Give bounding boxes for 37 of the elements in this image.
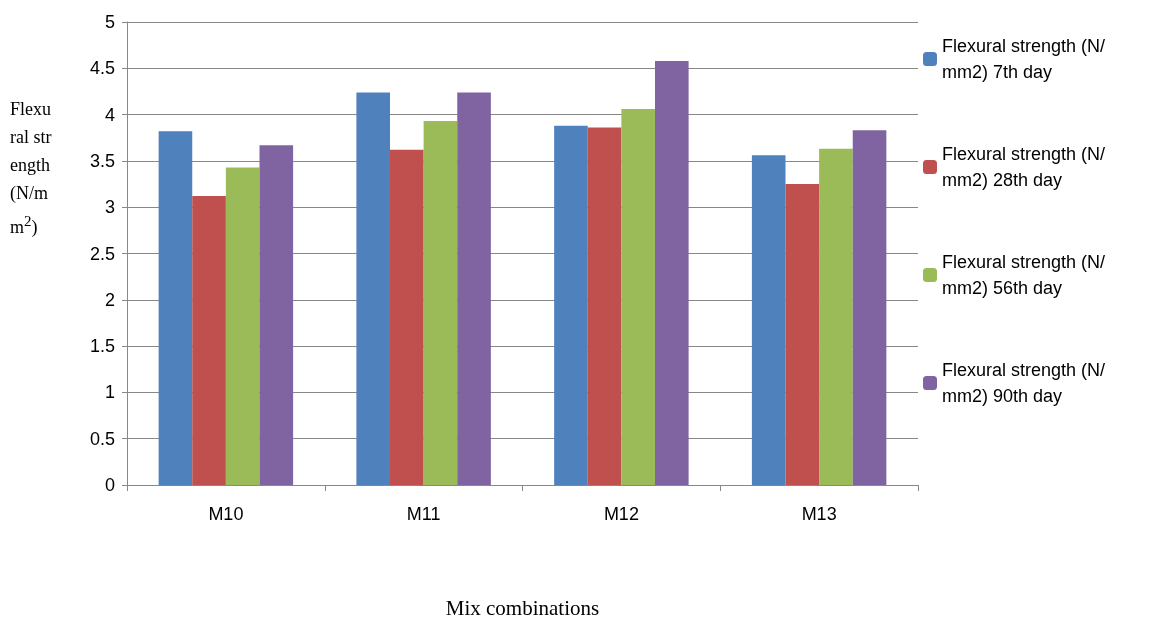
bar bbox=[390, 149, 424, 485]
bar bbox=[654, 60, 689, 485]
bar bbox=[554, 125, 588, 485]
y-tick-label: 3 bbox=[104, 197, 115, 218]
y-axis-title: Flexural strength (N/mm$^{2}$) bbox=[10, 98, 53, 239]
bar bbox=[457, 92, 491, 485]
bar bbox=[785, 184, 820, 485]
x-tick-label: M11 bbox=[406, 504, 441, 524]
x-tick-label: M13 bbox=[801, 504, 837, 524]
bar bbox=[852, 130, 887, 485]
bar bbox=[259, 145, 294, 485]
x-axis-title: Mix combinations bbox=[445, 595, 600, 620]
bar bbox=[751, 155, 786, 485]
bar bbox=[587, 127, 622, 485]
y-tick-label: 4.5 bbox=[89, 58, 115, 79]
legend-label: Flexural strength (N/mm2) 56th day bbox=[942, 252, 1106, 298]
y-tick-label: 2.5 bbox=[89, 243, 115, 264]
y-tick-label: 0 bbox=[104, 475, 115, 495]
y-tick-label: 1 bbox=[104, 382, 115, 403]
y-tick-label: 1.5 bbox=[89, 336, 115, 357]
y-tick-label: 2 bbox=[104, 289, 115, 310]
x-tick-label: M10 bbox=[208, 504, 244, 524]
y-tick-label: 0.5 bbox=[89, 428, 115, 449]
bar bbox=[192, 196, 226, 485]
bar bbox=[158, 131, 193, 485]
bar bbox=[423, 121, 458, 485]
y-tick-label: 3.5 bbox=[89, 150, 115, 171]
bar bbox=[225, 167, 260, 485]
legend-label: Flexural strength (N/mm2) 7th day bbox=[942, 36, 1106, 82]
x-tick-label: M12 bbox=[603, 504, 639, 524]
legend-label: Flexural strength (N/mm2) 28th day bbox=[942, 144, 1106, 190]
legend-label: Flexural strength (N/mm2) 90th day bbox=[942, 360, 1106, 406]
y-tick-label: 4 bbox=[104, 104, 115, 125]
y-tick-label: 5 bbox=[104, 12, 115, 32]
bar bbox=[356, 92, 391, 485]
bar bbox=[819, 148, 853, 485]
bar bbox=[621, 109, 655, 485]
